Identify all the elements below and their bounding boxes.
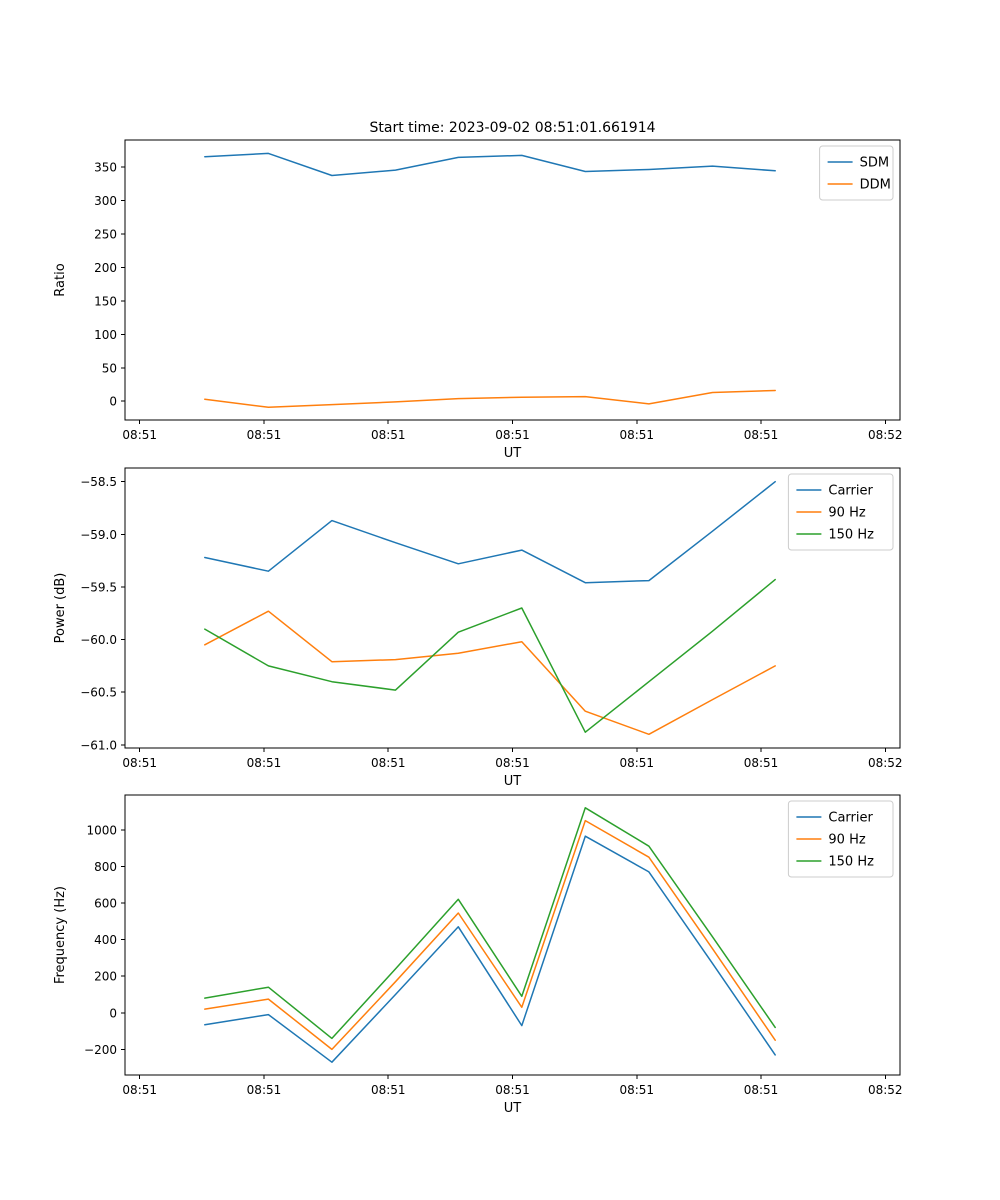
figure-title: Start time: 2023-09-02 08:51:01.661914 xyxy=(369,120,656,136)
legend-label: 150 Hz xyxy=(828,528,874,543)
series-line-90-hz xyxy=(204,610,776,736)
y-tick-label: −59.0 xyxy=(80,528,117,542)
y-tick-label: 0 xyxy=(109,1006,117,1020)
x-tick-label: 08:51 xyxy=(495,756,530,770)
y-tick-label: −58.5 xyxy=(80,475,117,489)
x-tick-label: 08:51 xyxy=(247,428,282,442)
x-tick-label: 08:52 xyxy=(868,756,903,770)
y-tick-label: 350 xyxy=(94,160,117,174)
power-chart: −61.0 −60.5 −60.0 −59.5 −59.0 −58.5 08:51 08:51… xyxy=(53,467,903,789)
y-tick-label: 100 xyxy=(94,328,117,342)
y-tick-label: 600 xyxy=(94,896,117,910)
x-tick-label: 08:51 xyxy=(619,428,654,442)
x-axis-label: UT xyxy=(504,774,522,789)
x-axis-label: UT xyxy=(504,1101,522,1116)
y-tick-label: −59.5 xyxy=(80,580,117,594)
series-line-sdm xyxy=(204,152,776,177)
axes-frame xyxy=(124,467,901,749)
series-line-90-hz xyxy=(204,819,776,1051)
y-axis-label: Frequency (Hz) xyxy=(53,886,68,984)
x-tick-label: 08:51 xyxy=(247,1083,282,1097)
y-tick-label: −60.0 xyxy=(80,633,117,647)
legend-label: SDM xyxy=(860,156,889,171)
y-tick-label: 400 xyxy=(94,933,117,947)
y-tick-label: 50 xyxy=(102,361,117,375)
legend-label: 150 Hz xyxy=(828,855,874,870)
y-tick-label: −200 xyxy=(84,1043,117,1057)
legend-label: 90 Hz xyxy=(828,506,865,521)
axes-frame xyxy=(124,139,901,421)
x-tick-label: 08:51 xyxy=(744,756,779,770)
series-line-150-hz xyxy=(204,807,776,1040)
x-tick-label: 08:51 xyxy=(619,756,654,770)
x-tick-label: 08:52 xyxy=(868,428,903,442)
x-tick-label: 08:51 xyxy=(744,1083,779,1097)
legend-box xyxy=(819,145,894,201)
y-axis-label: Ratio xyxy=(53,263,68,296)
legend-label: 90 Hz xyxy=(828,833,865,848)
x-tick-label: 08:51 xyxy=(122,428,157,442)
x-tick-label: 08:51 xyxy=(371,428,406,442)
y-tick-label: 150 xyxy=(94,294,117,308)
y-tick-label: 250 xyxy=(94,227,117,241)
y-tick-label: 800 xyxy=(94,860,117,874)
legend-box xyxy=(787,800,894,878)
axes-frame xyxy=(124,794,901,1076)
series-line-carrier xyxy=(204,835,776,1063)
x-tick-label: 08:51 xyxy=(247,756,282,770)
y-tick-label: 1000 xyxy=(86,823,117,837)
frequency-chart: −200 0 200 400 600 800 1000 08:51 08:51 08:51 08:5… xyxy=(53,794,903,1116)
x-tick-label: 08:51 xyxy=(495,428,530,442)
series-line-carrier xyxy=(204,480,776,584)
x-tick-label: 08:52 xyxy=(868,1083,903,1097)
y-tick-label: 300 xyxy=(94,194,117,208)
series-line-150-hz xyxy=(204,578,776,733)
x-tick-label: 08:51 xyxy=(122,756,157,770)
y-tick-label: 0 xyxy=(109,395,117,409)
ratio-chart: 0 50 100 150 200 250 300 350 08:51 08:51 08:51 08:5… xyxy=(53,139,903,461)
legend-label: Carrier xyxy=(828,484,873,499)
y-tick-label: 200 xyxy=(94,970,117,984)
x-tick-label: 08:51 xyxy=(371,1083,406,1097)
x-tick-label: 08:51 xyxy=(122,1083,157,1097)
y-tick-label: −61.0 xyxy=(80,738,117,752)
x-tick-label: 08:51 xyxy=(371,756,406,770)
y-tick-label: 200 xyxy=(94,261,117,275)
y-tick-label: −60.5 xyxy=(80,686,117,700)
legend-label: Carrier xyxy=(828,811,873,826)
x-tick-label: 08:51 xyxy=(619,1083,654,1097)
x-axis-label: UT xyxy=(504,446,522,461)
legend-label: DDM xyxy=(860,178,891,193)
x-tick-label: 08:51 xyxy=(495,1083,530,1097)
x-tick-label: 08:51 xyxy=(744,428,779,442)
y-axis-label: Power (dB) xyxy=(53,573,68,644)
legend-box xyxy=(787,473,894,551)
series-line-ddm xyxy=(204,389,776,409)
